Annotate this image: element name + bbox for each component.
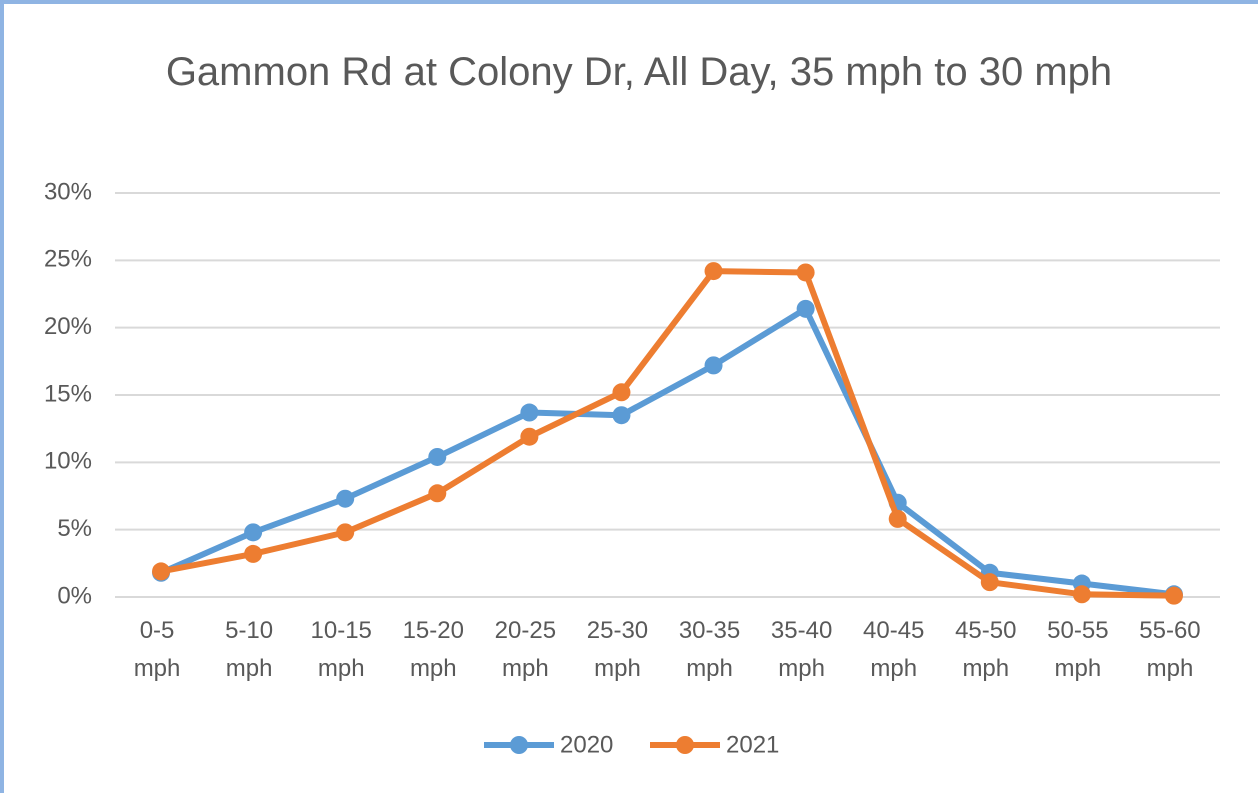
x-tick-label: 55-60 mph xyxy=(1139,617,1201,682)
point xyxy=(704,356,723,375)
x-tick-label: 25-30 mph xyxy=(586,617,649,682)
series-line xyxy=(160,268,1175,599)
point xyxy=(980,573,999,592)
point xyxy=(704,262,723,281)
y-tick-label: 15% xyxy=(44,380,92,407)
x-tick-label: 10-15 mph xyxy=(310,617,372,682)
chart-title: Gammon Rd at Colony Dr, All Day, 35 mph … xyxy=(165,50,1113,94)
legend-marker xyxy=(676,736,694,754)
y-tick-label: 25% xyxy=(44,246,92,273)
x-tick-label: 15-20 mph xyxy=(402,617,464,682)
x-tick-label: 30-35 mph xyxy=(678,617,741,682)
x-tick-label: 40-45 mph xyxy=(863,617,925,682)
point xyxy=(520,403,539,422)
chart: 0% 5% 10% 15% 20% 25% 30% 2020 2021 xyxy=(44,178,1220,758)
point xyxy=(336,489,355,508)
y-tick-label: 5% xyxy=(57,515,92,542)
point xyxy=(796,299,815,318)
y-tick-label: 20% xyxy=(44,313,92,340)
x-tick-label: 35-40 mph xyxy=(770,617,833,682)
legend-marker xyxy=(510,736,528,754)
x-tick-label: 50-55 mph xyxy=(1047,617,1109,682)
point xyxy=(152,562,171,581)
point xyxy=(244,523,263,542)
point xyxy=(1164,586,1183,605)
point xyxy=(612,383,631,402)
legend-label: 2020 xyxy=(560,731,613,758)
y-tick-label: 30% xyxy=(44,178,92,205)
point xyxy=(1072,585,1091,604)
x-tick-label: 20-25 mph xyxy=(494,617,557,682)
y-tick-label: 0% xyxy=(57,582,92,609)
point xyxy=(888,509,907,528)
point xyxy=(244,544,263,563)
x-tick-label: 45-50 mph xyxy=(955,617,1017,682)
legend-label: 2021 xyxy=(726,731,779,758)
point xyxy=(612,406,631,425)
point xyxy=(428,447,447,466)
y-tick-label: 10% xyxy=(44,448,92,475)
point xyxy=(796,263,815,282)
x-tick-label: 0-5 mph xyxy=(133,617,181,682)
x-tick-label: 5-10 mph xyxy=(225,617,274,682)
point xyxy=(336,523,355,542)
series-line xyxy=(159,305,1175,598)
point xyxy=(428,484,447,503)
point xyxy=(520,427,539,446)
